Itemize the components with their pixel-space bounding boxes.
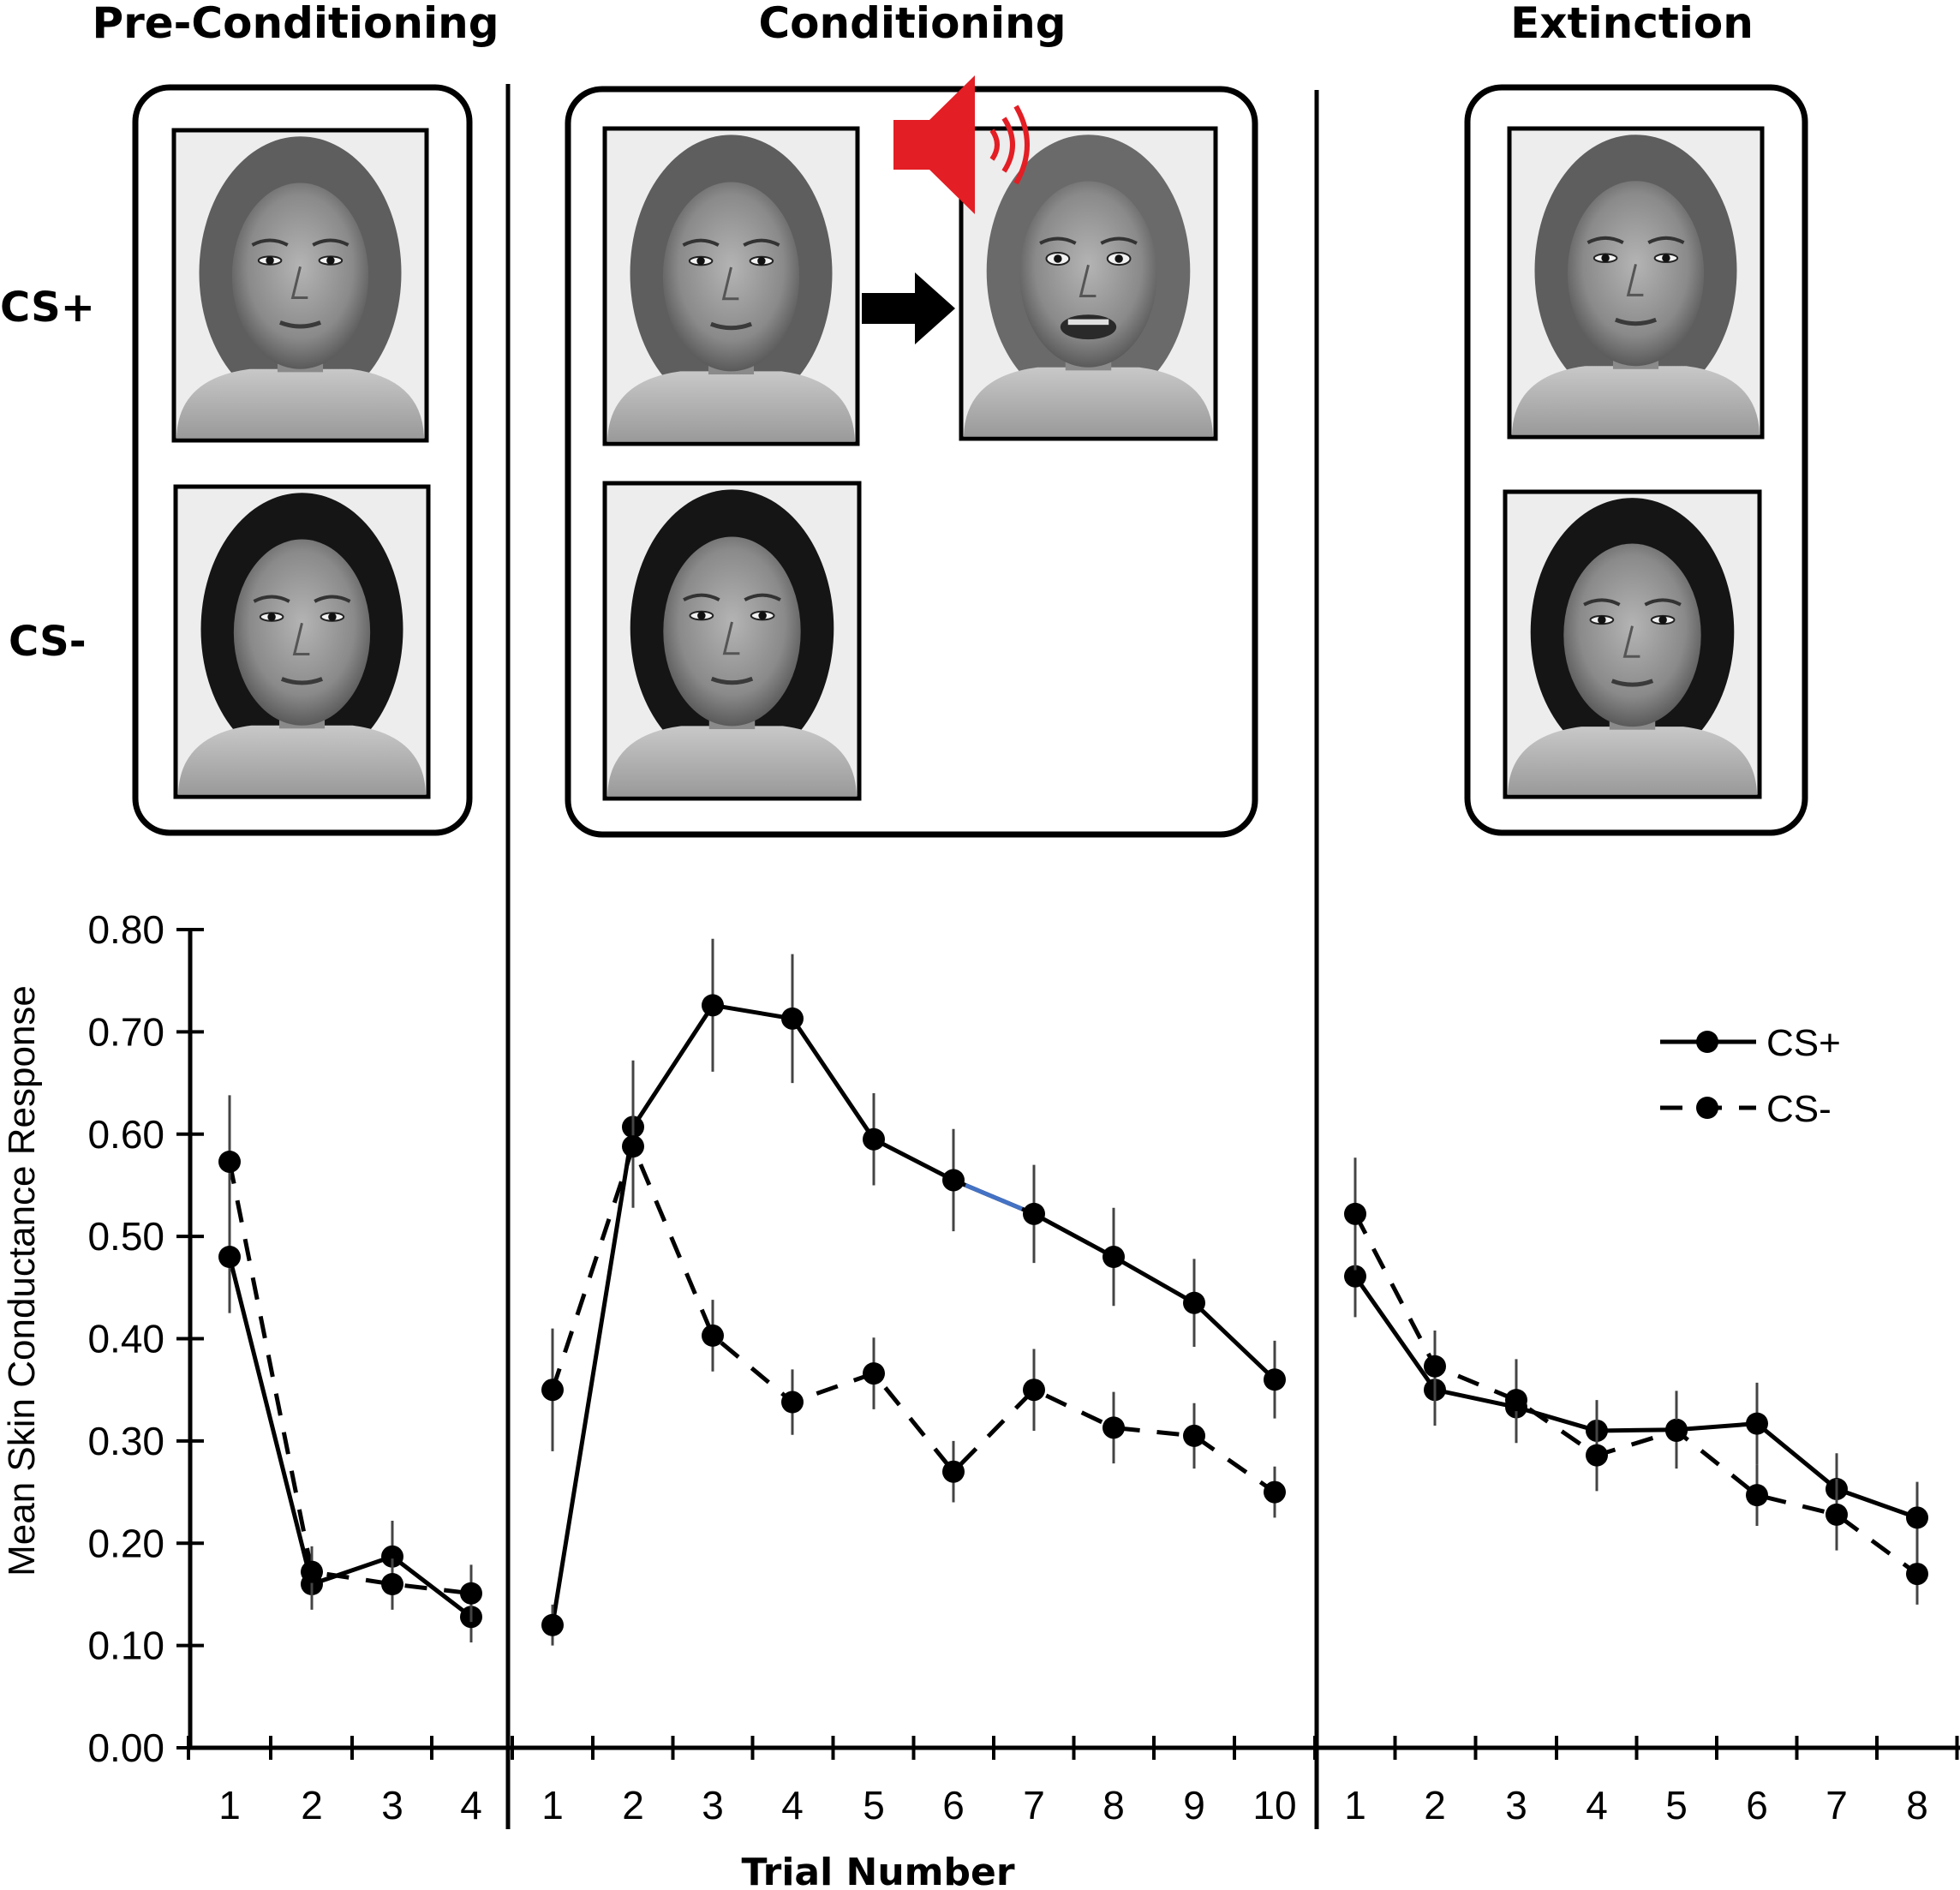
point-pre-cs-plus-3 [381,1545,403,1568]
x-tick-label-cond-5: 5 [863,1783,885,1827]
point-ext-cs-minus-7 [1826,1503,1848,1526]
series-line-ext-cs-plus [1353,1275,1918,1520]
right-arrow-icon [862,272,955,344]
point-pre-cs-minus-2 [301,1560,323,1583]
point-cond-cs-plus-10 [1264,1368,1286,1391]
row-label-cs-minus: CS- [9,618,87,666]
x-tick-label-cond-7: 7 [1023,1783,1045,1827]
x-tick-label-pre-2: 2 [301,1783,323,1827]
point-pre-cs-minus-4 [460,1582,482,1605]
point-pre-cs-plus-1 [218,1246,241,1268]
x-tick-label-cond-3: 3 [702,1783,724,1827]
x-tick-label-ext-3: 3 [1505,1783,1527,1827]
legend-marker-cs-plus [1696,1031,1718,1053]
point-cond-cs-minus-7 [1023,1379,1045,1402]
point-cond-cs-plus-8 [1102,1246,1125,1268]
x-axis-title: Trial Number [741,1851,1014,1890]
point-pre-cs-minus-3 [381,1573,403,1595]
point-ext-cs-plus-6 [1746,1412,1768,1435]
point-ext-cs-minus-1 [1344,1202,1366,1225]
point-cond-cs-plus-5 [863,1127,885,1151]
y-tick-label: 0.60 [87,1112,164,1157]
x-tick-label-pre-3: 3 [381,1783,403,1827]
point-cond-cs-plus-9 [1183,1291,1205,1314]
point-cond-cs-plus-1 [541,1613,564,1636]
speaker-icon [893,75,1030,214]
y-axis-title: Mean Skin Conductance Response [1,985,43,1576]
face-photo-ext-cs-minus [1503,489,1762,799]
x-tick-label-cond-6: 6 [942,1783,965,1827]
x-tick-label-ext-6: 6 [1746,1783,1768,1827]
point-cond-cs-minus-8 [1102,1416,1125,1439]
y-tick-label: 0.40 [87,1317,164,1361]
y-tick-label: 0.50 [87,1214,164,1259]
series-line-cond-cs-plus [550,1002,1276,1626]
y-tick-label: 0.00 [87,1726,164,1770]
x-tick-label-pre-1: 1 [218,1783,241,1827]
phase-title-conditioning: Conditioning [758,0,1066,48]
point-ext-cs-minus-2 [1424,1355,1446,1378]
phase-title-pre-conditioning: Pre-Conditioning [92,0,499,48]
row-label-cs-plus: CS+ [0,284,95,332]
y-tick-label: 0.20 [87,1521,164,1565]
point-cond-cs-minus-3 [702,1324,724,1347]
y-tick-label: 0.80 [87,907,164,952]
x-tick-label-cond-2: 2 [622,1783,644,1827]
point-ext-cs-plus-8 [1906,1506,1928,1529]
point-cond-cs-plus-6 [942,1169,965,1192]
face-photo-pre-cs-plus [171,128,429,443]
point-ext-cs-plus-1 [1344,1265,1366,1288]
x-tick-label-cond-9: 9 [1183,1783,1205,1827]
point-cond-cs-minus-2 [622,1135,644,1158]
y-tick-label: 0.10 [87,1624,164,1668]
point-ext-cs-minus-8 [1906,1563,1928,1586]
x-tick-label-ext-5: 5 [1665,1783,1688,1827]
face-photos [171,126,1765,801]
point-cond-cs-plus-7 [1023,1202,1045,1225]
point-cond-cs-plus-3 [702,994,724,1017]
point-cond-cs-plus-4 [781,1007,804,1030]
y-tick-label: 0.70 [87,1009,164,1054]
point-pre-cs-minus-1 [218,1150,241,1173]
point-ext-cs-minus-6 [1746,1484,1768,1507]
point-cond-cs-minus-4 [781,1391,804,1414]
series-line-ext-cs-minus [1353,1212,1919,1576]
x-tick-label-cond-10: 10 [1252,1783,1296,1827]
x-tick-label-cond-8: 8 [1102,1783,1125,1827]
x-tick-label-cond-1: 1 [541,1783,564,1827]
point-cond-cs-minus-1 [541,1379,564,1402]
x-tick-label-ext-7: 7 [1826,1783,1848,1827]
x-tick-label-ext-4: 4 [1586,1783,1608,1827]
point-ext-cs-minus-5 [1665,1419,1688,1442]
x-tick-label-cond-4: 4 [781,1783,804,1827]
scr-chart: 0.00 0.10 0.20 0.30 0.40 0.50 0.60 0.70 0.80 1 2 3 4… [87,907,1960,1827]
point-cond-cs-minus-5 [863,1362,885,1385]
point-cond-cs-minus-6 [942,1460,965,1483]
point-cond-cs-minus-9 [1183,1424,1205,1447]
y-tick-label: 0.30 [87,1419,164,1463]
face-photo-pre-cs-minus [173,484,431,799]
x-tick-label-ext-8: 8 [1906,1783,1928,1827]
series-line-pre-cs-plus [227,1256,473,1619]
legend: CS+ CS- [1660,1022,1841,1130]
x-tick-label-ext-2: 2 [1424,1783,1446,1827]
legend-label-cs-minus: CS- [1766,1088,1832,1130]
legend-marker-cs-minus [1696,1097,1718,1119]
phase-title-extinction: Extinction [1510,0,1754,48]
face-photo-cond-us-fearful [959,126,1218,441]
point-cond-cs-minus-10 [1264,1480,1286,1504]
highlight-segment-cond-cs-plus [965,1183,1023,1211]
face-photo-ext-cs-plus [1507,126,1765,440]
point-ext-cs-minus-4 [1586,1444,1608,1467]
series-line-cond-cs-minus [550,1139,1276,1494]
face-photo-cond-cs-plus [602,126,860,446]
x-tick-label-ext-1: 1 [1344,1783,1366,1827]
point-ext-cs-minus-3 [1505,1389,1527,1412]
legend-label-cs-plus: CS+ [1766,1022,1841,1064]
x-tick-label-pre-4: 4 [460,1783,482,1827]
series-line-pre-cs-minus [227,1161,472,1596]
face-photo-cond-cs-minus [602,481,862,801]
